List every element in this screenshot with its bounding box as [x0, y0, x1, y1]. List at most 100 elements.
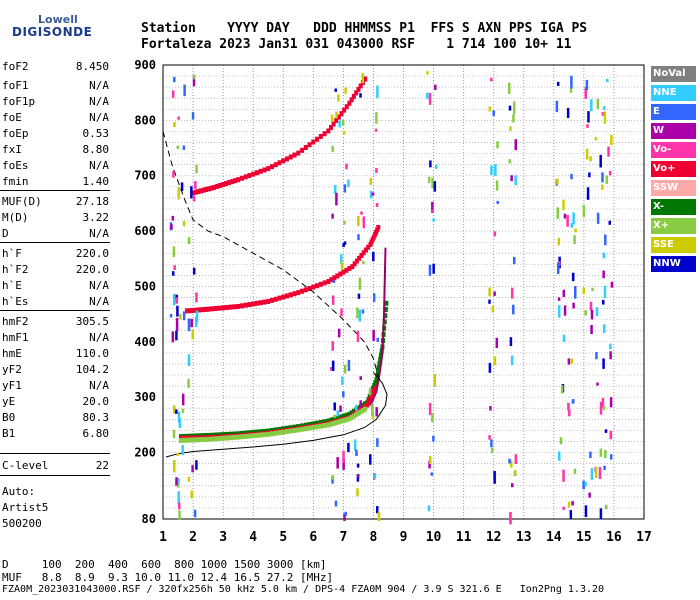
echo-mark	[328, 417, 333, 423]
echo-mark	[192, 307, 197, 313]
echo-mark	[347, 416, 352, 422]
echo-mark	[384, 300, 389, 306]
noise-mark	[357, 215, 360, 227]
noise-mark	[562, 334, 566, 342]
noise-mark	[584, 86, 587, 99]
noise-mark	[377, 511, 381, 522]
echo-mark	[281, 294, 286, 300]
noise-mark	[195, 292, 198, 303]
echo-mark	[349, 410, 354, 416]
echo-mark	[221, 182, 226, 188]
echo-mark	[378, 356, 383, 362]
noise-mark	[512, 304, 515, 315]
param-value: 110.0	[75, 347, 109, 360]
echo-mark	[358, 83, 363, 89]
noise-mark	[513, 256, 516, 265]
noise-mark	[568, 409, 571, 417]
param-value: N/A	[89, 79, 109, 92]
param-name: fmin	[2, 175, 29, 188]
noise-mark	[604, 429, 608, 433]
echo-mark	[217, 305, 222, 311]
param-row: fmin 1.40	[2, 175, 109, 191]
autoscaling-label: Artist5	[2, 501, 49, 514]
echo-mark	[233, 178, 238, 184]
param-name: foF2	[2, 60, 29, 73]
legend-item: W	[651, 123, 696, 139]
noise-mark	[177, 116, 180, 120]
noise-mark	[604, 504, 608, 510]
noise-mark	[493, 471, 496, 484]
echo-mark	[187, 308, 192, 314]
noise-mark	[176, 452, 180, 456]
noise-mark	[493, 231, 497, 237]
noise-mark	[192, 195, 196, 202]
noise-mark	[375, 203, 379, 207]
noise-mark	[375, 407, 378, 417]
noise-mark	[356, 307, 359, 319]
legend-item: X-	[651, 199, 696, 215]
noise-mark	[195, 164, 198, 174]
echo-mark	[296, 427, 301, 433]
noise-mark	[428, 460, 431, 469]
noise-mark	[176, 145, 180, 149]
noise-mark	[434, 84, 437, 90]
noise-mark	[512, 101, 516, 115]
noise-mark	[180, 182, 184, 191]
noise-mark	[182, 311, 186, 321]
noise-mark	[431, 209, 434, 213]
echo-mark	[376, 365, 381, 371]
echo-mark	[354, 258, 359, 264]
param-row: C-level 22	[2, 459, 109, 475]
echo-mark	[303, 287, 308, 293]
echo-mark	[200, 307, 205, 313]
noise-mark	[601, 397, 605, 409]
noise-mark	[559, 437, 563, 445]
echo-mark	[318, 423, 323, 429]
noise-mark	[353, 439, 357, 451]
param-row: h`Es N/A	[2, 295, 109, 311]
noise-mark	[169, 313, 173, 318]
echo-mark	[251, 301, 256, 307]
echo-mark	[322, 280, 327, 286]
noise-mark	[605, 175, 609, 184]
echo-mark	[342, 417, 347, 423]
noise-mark	[331, 475, 334, 484]
param-separator	[0, 190, 110, 191]
noise-mark	[492, 110, 495, 116]
noise-mark	[343, 364, 347, 374]
density-profile-line	[165, 371, 388, 458]
param-value: N/A	[89, 95, 109, 108]
noise-mark	[432, 435, 435, 442]
echo-mark	[349, 97, 354, 103]
echo-mark	[363, 401, 368, 407]
noise-mark	[609, 454, 613, 460]
echo-mark	[363, 404, 368, 410]
param-value: 22	[95, 459, 109, 472]
param-name: foEs	[2, 159, 29, 172]
param-value: 0.53	[82, 127, 110, 140]
noise-mark	[572, 399, 575, 404]
noise-mark	[490, 77, 493, 82]
param-row: B1 6.80	[2, 427, 109, 443]
noise-mark	[171, 271, 175, 276]
noise-mark	[510, 287, 514, 299]
noise-mark	[342, 391, 345, 398]
noise-mark	[192, 74, 196, 87]
noise-mark	[373, 473, 377, 479]
param-row: hmE 110.0	[2, 347, 109, 363]
noise-mark	[175, 297, 179, 304]
noise-mark	[187, 318, 191, 332]
noise-mark	[589, 156, 592, 162]
echo-mark	[195, 437, 200, 443]
noise-mark	[510, 175, 513, 182]
noise-mark	[333, 414, 336, 418]
noise-mark	[374, 128, 378, 132]
echo-mark	[247, 433, 252, 439]
x-tick-label: 9	[400, 530, 408, 545]
noise-mark	[489, 406, 492, 411]
echo-mark	[228, 435, 233, 441]
echo-mark	[322, 131, 327, 137]
param-value: 104.2	[75, 363, 109, 376]
noise-mark	[330, 114, 334, 122]
echo-mark	[349, 414, 354, 420]
